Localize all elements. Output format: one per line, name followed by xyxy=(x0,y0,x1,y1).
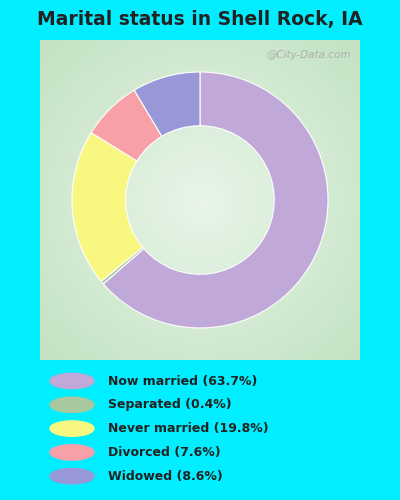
Text: Never married (19.8%): Never married (19.8%) xyxy=(108,422,269,435)
Text: Marital status in Shell Rock, IA: Marital status in Shell Rock, IA xyxy=(37,10,363,29)
Wedge shape xyxy=(101,247,144,284)
Circle shape xyxy=(50,421,94,436)
Text: Divorced (7.6%): Divorced (7.6%) xyxy=(108,446,221,459)
Text: Now married (63.7%): Now married (63.7%) xyxy=(108,374,257,388)
Circle shape xyxy=(50,468,94,484)
Wedge shape xyxy=(72,132,143,282)
Circle shape xyxy=(50,397,94,412)
Text: Separated (0.4%): Separated (0.4%) xyxy=(108,398,232,411)
Circle shape xyxy=(50,374,94,388)
Text: Widowed (8.6%): Widowed (8.6%) xyxy=(108,470,223,482)
Wedge shape xyxy=(91,90,162,161)
Wedge shape xyxy=(134,72,200,136)
Text: @City-Data.com: @City-Data.com xyxy=(266,50,350,59)
Wedge shape xyxy=(103,72,328,328)
Circle shape xyxy=(50,444,94,460)
